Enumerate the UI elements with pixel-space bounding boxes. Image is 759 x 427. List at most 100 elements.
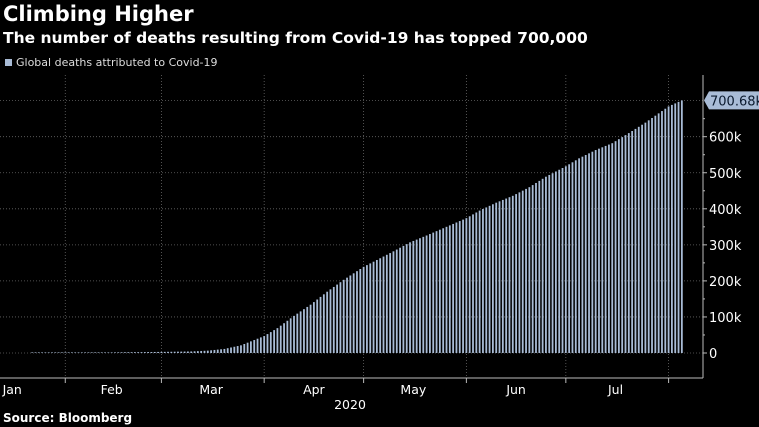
- bar: [124, 352, 126, 353]
- chart-subtitle: The number of deaths resulting from Covi…: [3, 29, 588, 47]
- bar: [578, 158, 580, 353]
- bar: [505, 198, 508, 353]
- bar: [319, 296, 322, 353]
- bar: [293, 315, 295, 353]
- bar: [289, 318, 292, 353]
- bar: [332, 286, 335, 353]
- x-tick-label: Feb: [101, 382, 123, 397]
- x-tick-label: Jun: [505, 382, 526, 397]
- bar: [77, 352, 80, 353]
- bar: [356, 271, 358, 353]
- legend-label: Global deaths attributed to Covid-19: [16, 56, 218, 69]
- bar: [448, 225, 451, 353]
- bar: [210, 350, 213, 353]
- bar: [409, 242, 411, 353]
- bar: [44, 352, 47, 353]
- bar: [127, 352, 130, 353]
- bar: [34, 352, 37, 353]
- bar: [379, 258, 382, 353]
- bar: [525, 188, 527, 353]
- bar: [269, 332, 272, 353]
- bar: [90, 352, 93, 353]
- bar: [187, 351, 189, 353]
- bar: [482, 209, 484, 353]
- bar: [664, 108, 667, 353]
- bar: [667, 106, 670, 353]
- bar: [64, 352, 67, 353]
- bar: [120, 352, 123, 353]
- bar: [359, 269, 362, 353]
- bar: [296, 313, 299, 353]
- bar: [114, 352, 116, 353]
- bar: [528, 187, 531, 353]
- bar: [117, 352, 120, 353]
- bar: [574, 160, 577, 353]
- bar: [501, 199, 504, 353]
- bar: [591, 151, 594, 353]
- bar: [415, 239, 418, 353]
- bar: [677, 101, 680, 353]
- bar: [472, 214, 474, 353]
- bar: [631, 131, 634, 353]
- bar: [535, 182, 537, 353]
- bar: [206, 350, 209, 353]
- y-tick-label: 0: [709, 347, 717, 362]
- bar: [375, 259, 378, 353]
- bar: [342, 279, 345, 353]
- bar: [67, 352, 70, 353]
- bar: [478, 210, 481, 353]
- bar: [594, 150, 597, 353]
- bar: [558, 169, 561, 353]
- last-value-badge: [704, 91, 759, 110]
- bar: [458, 221, 461, 353]
- bar: [511, 195, 514, 353]
- bar: [196, 351, 199, 353]
- bar: [402, 245, 405, 353]
- bar: [611, 143, 614, 353]
- bar: [647, 120, 650, 353]
- bar: [561, 168, 564, 353]
- bar: [435, 231, 438, 353]
- bar: [167, 351, 169, 353]
- bar: [554, 171, 557, 353]
- bar: [548, 174, 551, 353]
- bar: [230, 347, 232, 353]
- bar: [468, 216, 471, 353]
- bar: [143, 352, 146, 353]
- bar: [240, 345, 242, 353]
- bar: [551, 173, 554, 353]
- bar: [637, 126, 640, 354]
- bar: [107, 352, 110, 353]
- bar: [47, 352, 50, 353]
- bar: [193, 351, 196, 353]
- y-tick-label: 300k: [709, 239, 742, 254]
- y-tick-label: 200k: [709, 275, 742, 290]
- bar: [465, 218, 468, 353]
- bar: [97, 352, 100, 353]
- bar: [70, 352, 73, 353]
- bar: [369, 263, 372, 353]
- bar: [564, 166, 567, 353]
- bar: [385, 254, 388, 353]
- bar: [349, 275, 352, 353]
- bar: [515, 194, 518, 353]
- bar: [256, 338, 259, 353]
- bar: [538, 180, 541, 353]
- bar: [216, 349, 219, 353]
- bar: [405, 244, 408, 353]
- x-year-label: 2020: [334, 397, 366, 412]
- bar: [641, 124, 643, 353]
- bar: [326, 291, 329, 353]
- bar: [438, 229, 441, 353]
- bar: [395, 249, 398, 353]
- bar: [661, 111, 663, 353]
- bar: [37, 352, 40, 353]
- bar: [306, 306, 309, 353]
- bar: [246, 342, 249, 353]
- bar: [279, 325, 282, 353]
- bar: [651, 118, 653, 354]
- bar: [492, 204, 494, 353]
- bar: [54, 352, 57, 353]
- bar: [223, 348, 226, 353]
